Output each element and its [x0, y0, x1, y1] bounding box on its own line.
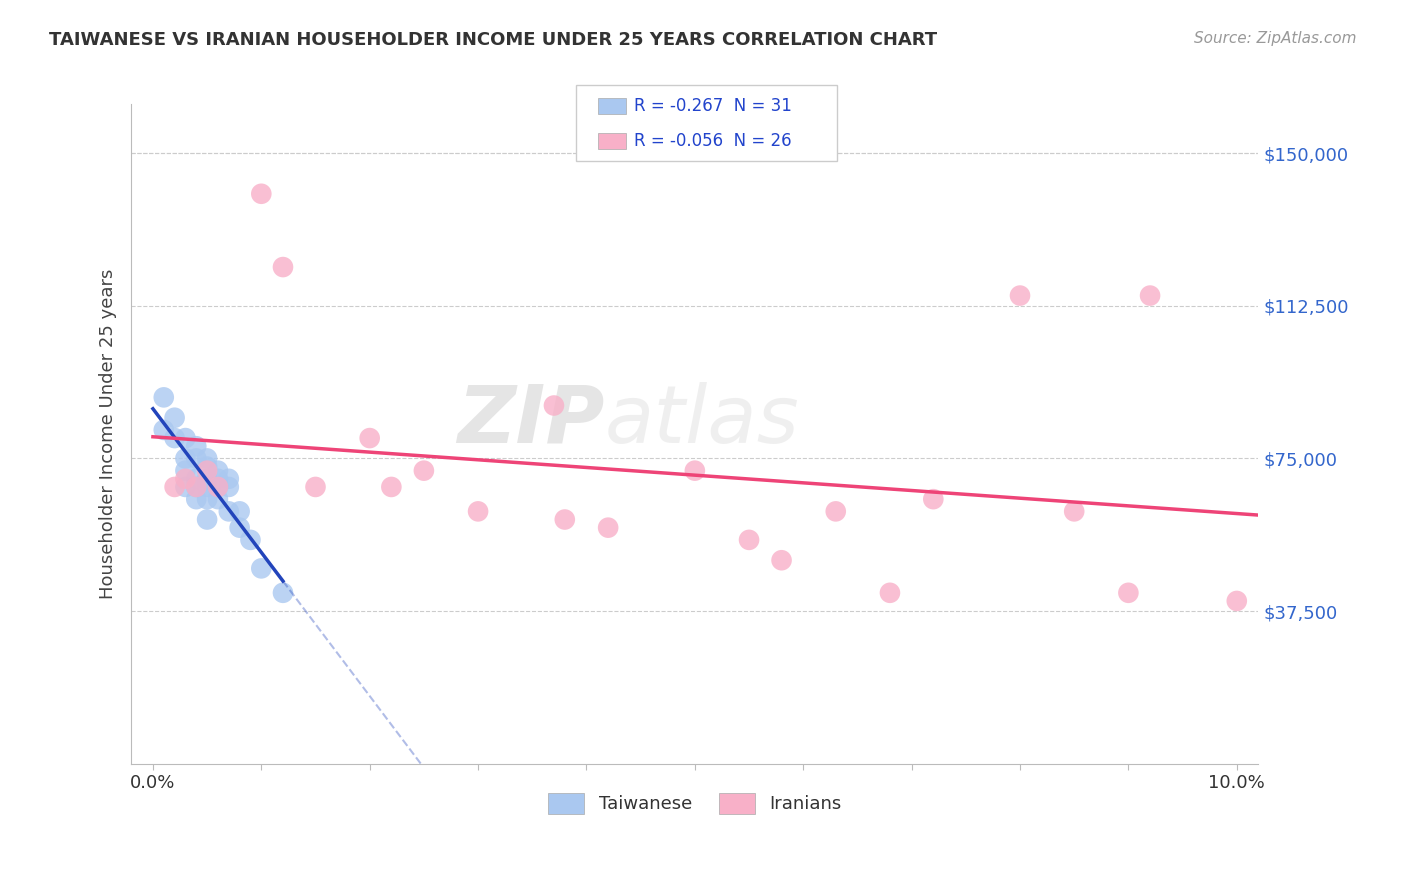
Text: ZIP: ZIP — [457, 382, 605, 459]
Point — [186, 439, 208, 453]
Point — [163, 431, 186, 445]
Text: R = -0.056  N = 26: R = -0.056 N = 26 — [634, 132, 792, 150]
Point — [1063, 504, 1085, 518]
Point — [186, 480, 208, 494]
Point — [195, 451, 218, 466]
Point — [922, 492, 945, 507]
Point — [186, 492, 208, 507]
Point — [174, 464, 197, 478]
Point — [879, 586, 901, 600]
Point — [152, 390, 174, 404]
Point — [250, 186, 273, 201]
Point — [186, 472, 208, 486]
Point — [380, 480, 402, 494]
Point — [824, 504, 846, 518]
Point — [467, 504, 489, 518]
Text: TAIWANESE VS IRANIAN HOUSEHOLDER INCOME UNDER 25 YEARS CORRELATION CHART: TAIWANESE VS IRANIAN HOUSEHOLDER INCOME … — [49, 31, 938, 49]
Point — [598, 521, 620, 535]
Text: atlas: atlas — [605, 382, 800, 459]
Point — [1118, 586, 1140, 600]
Point — [250, 561, 273, 575]
Y-axis label: Householder Income Under 25 years: Householder Income Under 25 years — [100, 268, 117, 599]
Legend: Taiwanese, Iranians: Taiwanese, Iranians — [541, 786, 849, 821]
Point — [186, 480, 208, 494]
Point — [152, 423, 174, 437]
Point — [228, 521, 250, 535]
Point — [207, 472, 229, 486]
Point — [186, 451, 208, 466]
Point — [239, 533, 262, 547]
Point — [207, 464, 229, 478]
Point — [554, 512, 576, 526]
Point — [163, 480, 186, 494]
Point — [195, 512, 218, 526]
Point — [195, 492, 218, 507]
Point — [543, 399, 565, 413]
Point — [174, 431, 197, 445]
Point — [1226, 594, 1249, 608]
Text: Source: ZipAtlas.com: Source: ZipAtlas.com — [1194, 31, 1357, 46]
Point — [218, 480, 240, 494]
Point — [195, 472, 218, 486]
Point — [218, 472, 240, 486]
Point — [271, 586, 294, 600]
Point — [228, 504, 250, 518]
Point — [195, 480, 218, 494]
Point — [195, 464, 218, 478]
Point — [1008, 288, 1031, 302]
Point — [1139, 288, 1161, 302]
Point — [174, 480, 197, 494]
Text: R = -0.267  N = 31: R = -0.267 N = 31 — [634, 97, 792, 115]
Point — [359, 431, 381, 445]
Point — [412, 464, 434, 478]
Point — [174, 451, 197, 466]
Point — [207, 480, 229, 494]
Point — [207, 480, 229, 494]
Point — [738, 533, 761, 547]
Point — [683, 464, 706, 478]
Point — [163, 410, 186, 425]
Point — [271, 260, 294, 274]
Point — [195, 459, 218, 474]
Point — [218, 504, 240, 518]
Point — [174, 472, 197, 486]
Point — [207, 492, 229, 507]
Point — [770, 553, 793, 567]
Point — [304, 480, 326, 494]
